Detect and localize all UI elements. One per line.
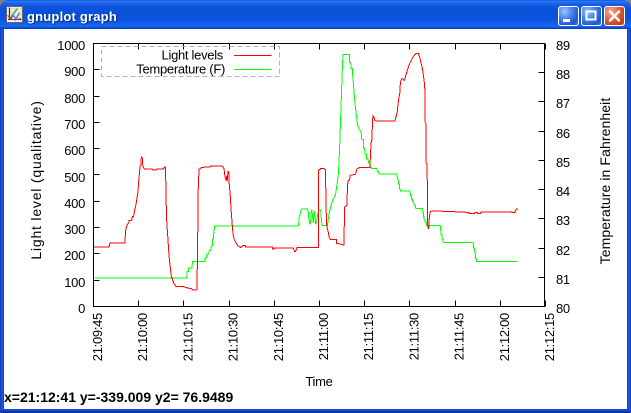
svg-text:80: 80 <box>556 301 570 316</box>
svg-text:21:11:00: 21:11:00 <box>316 313 331 360</box>
svg-text:21:10:45: 21:10:45 <box>271 313 286 361</box>
svg-text:21:10:00: 21:10:00 <box>135 313 150 361</box>
svg-text:21:11:15: 21:11:15 <box>361 313 376 360</box>
svg-text:800: 800 <box>64 91 85 106</box>
svg-text:Light level (qualitative): Light level (qualitative) <box>28 100 44 259</box>
svg-text:200: 200 <box>64 248 85 263</box>
svg-text:21:10:30: 21:10:30 <box>226 313 241 361</box>
svg-text:82: 82 <box>556 243 570 258</box>
svg-text:Temperature in Fahrenheit: Temperature in Fahrenheit <box>597 98 613 265</box>
svg-text:84: 84 <box>556 184 570 199</box>
svg-text:21:12:00: 21:12:00 <box>497 313 512 361</box>
svg-text:86: 86 <box>556 126 570 141</box>
svg-text:400: 400 <box>64 196 85 211</box>
svg-text:300: 300 <box>64 222 85 237</box>
svg-text:21:12:15: 21:12:15 <box>542 313 557 361</box>
svg-text:87: 87 <box>556 96 570 111</box>
svg-text:0: 0 <box>78 301 85 316</box>
svg-text:900: 900 <box>64 64 85 79</box>
svg-text:600: 600 <box>64 143 85 158</box>
svg-text:100: 100 <box>64 275 85 290</box>
svg-text:21:10:15: 21:10:15 <box>180 313 195 361</box>
svg-text:Light levels: Light levels <box>162 48 224 63</box>
svg-text:88: 88 <box>556 67 570 82</box>
svg-text:21:11:30: 21:11:30 <box>406 313 421 360</box>
svg-text:89: 89 <box>556 38 570 53</box>
svg-text:700: 700 <box>64 117 85 132</box>
svg-text:Temperature (F): Temperature (F) <box>136 62 225 77</box>
svg-text:500: 500 <box>64 170 85 185</box>
svg-text:21:11:45: 21:11:45 <box>452 313 467 360</box>
svg-text:85: 85 <box>556 155 570 170</box>
svg-text:21:09:45: 21:09:45 <box>90 313 105 361</box>
svg-text:83: 83 <box>556 213 570 228</box>
svg-text:81: 81 <box>556 272 570 287</box>
svg-text:1000: 1000 <box>57 38 85 53</box>
svg-text:Time: Time <box>305 374 332 389</box>
